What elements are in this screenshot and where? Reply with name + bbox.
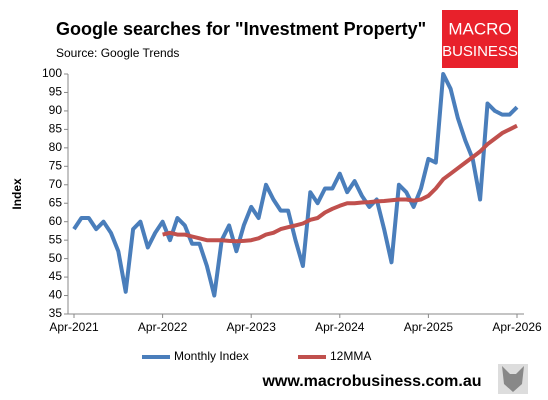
y-tick-label: 45	[49, 269, 63, 283]
y-tick-label: 75	[49, 158, 63, 172]
chart-title: Google searches for "Investment Property…	[56, 19, 426, 39]
y-tick-label: 80	[49, 140, 63, 154]
logo-text: MACRO	[448, 19, 511, 38]
chart-subtitle: Source: Google Trends	[56, 46, 179, 60]
y-axis-label: Index	[10, 178, 24, 210]
y-tick-label: 60	[49, 214, 63, 228]
x-tick-label: Apr-2021	[49, 320, 99, 334]
x-tick-label: Apr-2023	[227, 320, 277, 334]
legend-label: Monthly Index	[174, 349, 249, 363]
logo-text: BUSINESS	[442, 43, 518, 60]
y-tick-label: 100	[42, 66, 62, 80]
y-tick-label: 50	[49, 251, 63, 265]
logo-box	[442, 10, 518, 68]
y-tick-label: 35	[49, 306, 63, 320]
wolf-icon	[498, 364, 528, 394]
x-tick-label: Apr-2024	[315, 320, 365, 334]
y-tick-label: 90	[49, 103, 63, 117]
y-tick-label: 40	[49, 288, 63, 302]
x-tick-label: Apr-2026	[492, 320, 542, 334]
y-tick-label: 55	[49, 232, 63, 246]
y-tick-label: 70	[49, 177, 63, 191]
y-tick-label: 95	[49, 85, 63, 99]
x-tick-label: Apr-2022	[138, 320, 188, 334]
footer: www.macrobusiness.com.au	[261, 373, 481, 390]
y-tick-label: 65	[49, 195, 63, 209]
x-tick-label: Apr-2025	[404, 320, 454, 334]
series-line	[162, 123, 518, 244]
series-line	[72, 72, 519, 298]
legend-label: 12MMA	[330, 349, 371, 363]
y-tick-label: 85	[49, 122, 63, 136]
